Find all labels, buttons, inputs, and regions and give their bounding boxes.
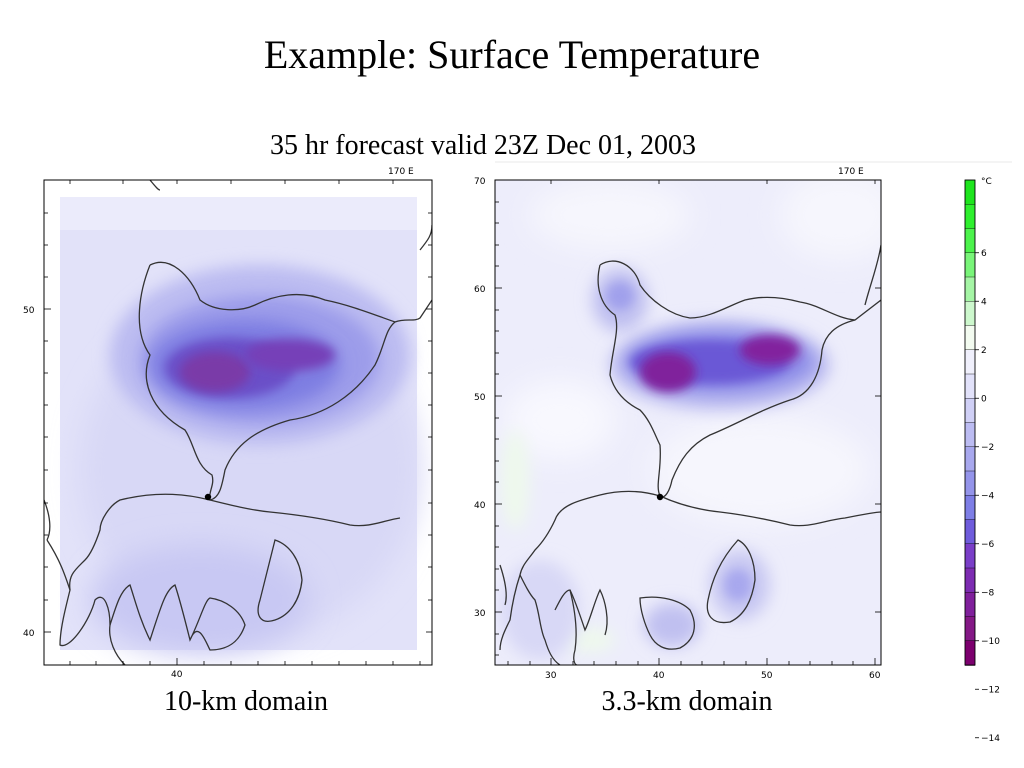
map-3km-ytick-label: 60 <box>474 285 486 295</box>
map-10km-ytick-label: 40 <box>23 629 35 639</box>
map-10km-ticks <box>44 180 432 665</box>
legend-swatch <box>964 495 976 521</box>
legend-tick-label: −14 <box>981 734 1000 744</box>
map-10km-top-label: 170 E <box>388 167 414 177</box>
map-10km-ytick-label: 50 <box>23 306 35 316</box>
map-10km-caption: 10-km domain <box>163 686 329 717</box>
legend-tick-label: −8 <box>981 588 995 598</box>
legend-swatch <box>964 276 976 302</box>
map-3km-frame <box>494 179 882 666</box>
forecast-subtitle: 35 hr forecast valid 23Z Dec 01, 2003 <box>269 130 697 161</box>
map-3km-station-marker <box>656 493 664 501</box>
legend-swatch <box>964 179 976 205</box>
map-3km-top-label: 170 E <box>838 167 864 177</box>
legend-tick-label: −6 <box>981 540 995 550</box>
legend-swatches <box>964 179 976 666</box>
map-10km-coastline <box>44 180 432 665</box>
legend-swatch <box>964 446 976 472</box>
slide-title: Example: Surface Temperature <box>263 32 761 77</box>
legend-swatch <box>964 543 976 569</box>
legend-swatch <box>964 640 976 666</box>
legend-swatch <box>964 301 976 327</box>
map-10km-xtick-label: 40 <box>171 670 183 680</box>
map-10km-frame <box>43 179 433 666</box>
legend-tick-label: 6 <box>981 249 987 259</box>
legend-swatch <box>964 519 976 545</box>
legend-tick-label: 4 <box>981 297 987 307</box>
legend-tick-label: 0 <box>981 394 987 404</box>
legend-tick-label: 2 <box>981 346 987 356</box>
legend-frame <box>964 179 976 666</box>
legend-swatch <box>964 228 976 254</box>
legend-swatch <box>964 204 976 230</box>
legend-tick-label: −2 <box>981 443 994 453</box>
legend-unit: °C <box>981 177 992 187</box>
map-3km-xtick-label: 30 <box>545 671 557 681</box>
legend-tick-label: −12 <box>981 685 1000 695</box>
legend-swatch <box>964 616 976 642</box>
legend-tick-label: −4 <box>981 491 995 501</box>
legend-tick-label: −10 <box>981 637 1000 647</box>
legend-swatch <box>964 592 976 618</box>
map-3km-xtick-label: 40 <box>653 671 665 681</box>
legend-labels: 6 4 2 0 −2 −4 −6 −8 −10 −12 −14 <box>975 249 1000 744</box>
legend-swatch <box>964 567 976 593</box>
map-10km: 170 E 50 40 40 <box>23 167 433 680</box>
legend-swatch <box>964 422 976 448</box>
map-3km-ticks <box>495 179 881 665</box>
legend-swatch <box>964 373 976 399</box>
legend-swatch <box>964 398 976 424</box>
map-3km-temperature-field <box>495 180 881 665</box>
temperature-legend: °C 6 4 2 0 −2 −4 −6 −8 −10 −12 −14 <box>964 177 1000 744</box>
legend-swatch <box>964 470 976 496</box>
map-10km-station-marker <box>204 493 212 501</box>
map-3km-ytick-label: 50 <box>474 393 486 403</box>
map-3km-xtick-label: 60 <box>869 671 881 681</box>
legend-swatch <box>964 325 976 351</box>
map-3km-caption: 3.3-km domain <box>601 686 773 717</box>
map-10km-temperature-field <box>44 180 432 665</box>
map-3km-xtick-label: 50 <box>761 671 773 681</box>
legend-swatch <box>964 349 976 375</box>
legend-swatch <box>964 252 976 278</box>
map-3km-ytick-label: 30 <box>474 609 486 619</box>
map-3km: 170 E 70 60 50 40 30 30 40 50 60 <box>474 167 882 681</box>
map-3km-ytick-label: 40 <box>474 501 486 511</box>
map-3km-ytick-label: 70 <box>474 177 486 187</box>
